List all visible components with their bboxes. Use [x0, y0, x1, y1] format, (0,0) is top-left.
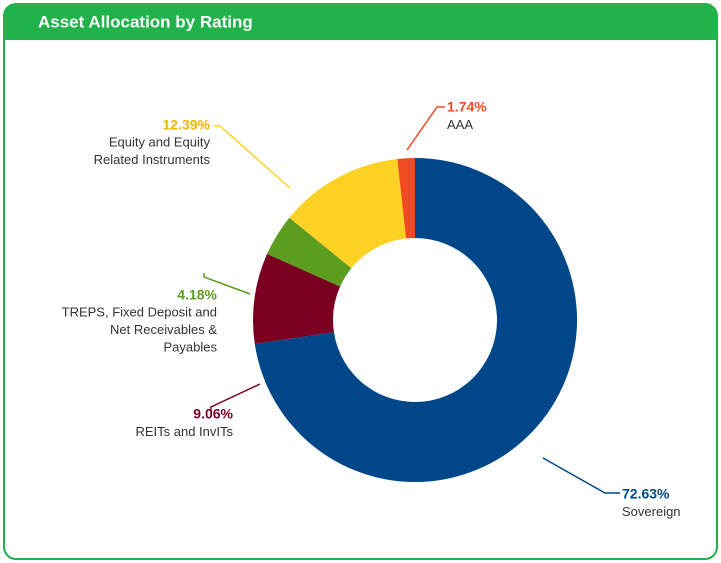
category-label: TREPS, Fixed Deposit and Net Receivables …: [62, 305, 218, 355]
leader-line: [214, 125, 291, 189]
leader-line: [203, 273, 251, 295]
donut-slice: [253, 253, 341, 345]
donut-slice: [254, 158, 577, 483]
leader-line: [542, 457, 620, 494]
value-label: 9.06%: [193, 406, 233, 422]
chart-title: Asset Allocation by Rating: [38, 12, 253, 31]
value-label: 72.63%: [622, 486, 670, 502]
value-label: 12.39%: [163, 117, 211, 133]
value-label: 1.74%: [447, 99, 487, 115]
donut-slice: [397, 158, 415, 239]
card: [3, 3, 718, 560]
category-label: Equity and Equity Related Instruments: [94, 135, 211, 168]
donut-slice: [267, 217, 352, 287]
header: [4, 4, 717, 40]
category-label: AAA: [447, 117, 473, 132]
category-label: REITs and InvITs: [135, 424, 233, 439]
leader-line: [210, 383, 261, 411]
donut-slice: [289, 158, 407, 269]
leader-line: [406, 106, 445, 151]
value-label: 4.18%: [177, 287, 217, 303]
category-label: Sovereign: [622, 504, 681, 519]
